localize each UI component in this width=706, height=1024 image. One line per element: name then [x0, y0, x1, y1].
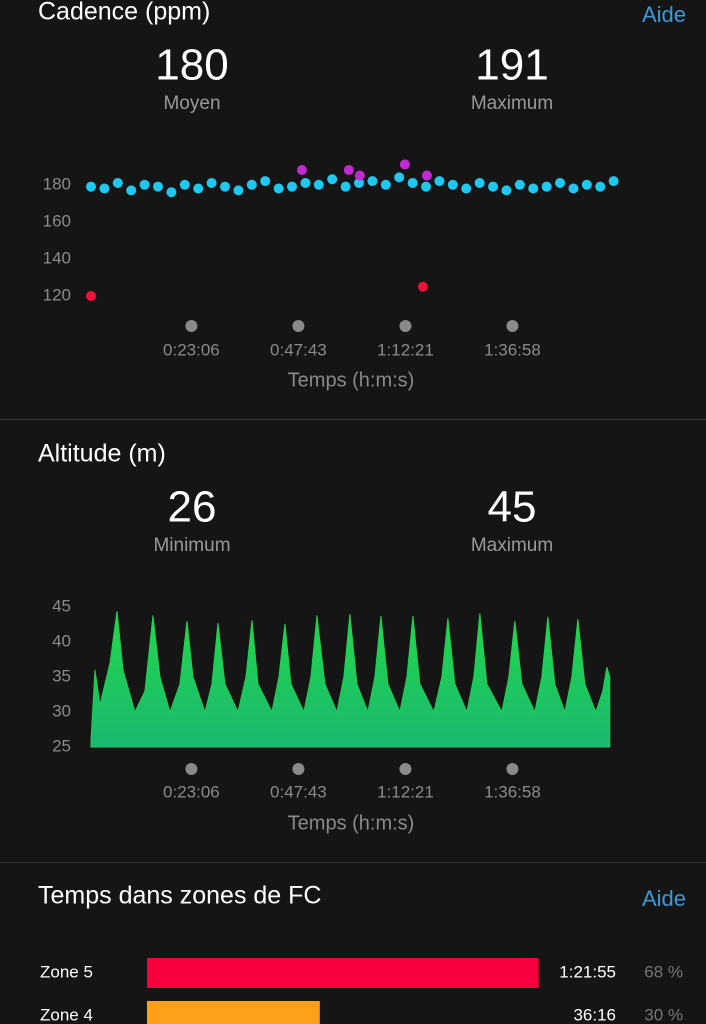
data-point — [399, 159, 410, 170]
x-tick-dot — [506, 320, 519, 332]
data-point — [166, 187, 177, 198]
stat-value: 26 — [168, 483, 217, 532]
data-point — [112, 177, 123, 188]
y-tick-label: 45 — [52, 596, 71, 615]
stat-label: Moyen — [163, 93, 220, 114]
data-point — [380, 179, 391, 190]
y-tick-label: 40 — [52, 631, 71, 650]
zone-label: Zone 4 — [40, 1005, 93, 1024]
zone-duration: 1:21:55 — [559, 962, 616, 981]
data-point — [488, 181, 499, 192]
stat-label: Maximum — [471, 535, 553, 556]
data-point — [260, 176, 271, 187]
data-point — [568, 183, 579, 194]
zone-duration: 36:16 — [573, 1005, 616, 1024]
data-point — [447, 179, 458, 190]
data-point — [501, 185, 512, 196]
y-tick-label: 180 — [43, 174, 71, 193]
zone-bar — [147, 1001, 320, 1024]
data-point — [581, 179, 592, 190]
data-point — [139, 179, 150, 190]
x-tick-label: 0:23:06 — [163, 782, 220, 801]
x-tick-dot — [399, 320, 412, 332]
data-point — [206, 177, 217, 188]
zone-percent: 68 % — [644, 962, 683, 981]
data-point — [126, 185, 137, 196]
data-point — [287, 181, 298, 192]
data-point — [595, 181, 606, 192]
panel-title: Cadence (ppm) — [38, 0, 210, 26]
stat-label: Maximum — [471, 93, 553, 114]
panel-title: Altitude (m) — [38, 440, 166, 468]
data-point — [340, 181, 351, 192]
data-point — [417, 281, 428, 292]
data-point — [541, 181, 552, 192]
data-point — [179, 179, 190, 190]
x-tick-dot — [399, 763, 412, 775]
help-link[interactable]: Aide — [642, 886, 686, 911]
x-axis-label: Temps (h:m:s) — [288, 369, 415, 391]
x-tick-label: 1:36:58 — [484, 340, 541, 359]
y-tick-label: 35 — [52, 666, 71, 685]
y-tick-label: 120 — [43, 286, 71, 305]
data-point — [461, 183, 472, 194]
data-point — [296, 164, 307, 175]
data-point — [86, 181, 96, 192]
data-point — [86, 291, 96, 302]
x-tick-label: 0:47:43 — [270, 782, 327, 801]
x-tick-dot — [185, 320, 198, 332]
data-point — [608, 176, 619, 187]
data-point — [246, 179, 257, 190]
x-tick-dot — [292, 763, 305, 775]
zone-label: Zone 5 — [40, 962, 93, 981]
data-point — [220, 181, 231, 192]
y-tick-label: 25 — [52, 736, 71, 755]
data-point — [528, 183, 539, 194]
data-point — [313, 179, 324, 190]
data-point — [367, 176, 378, 187]
x-tick-label: 0:23:06 — [163, 340, 220, 359]
data-point — [434, 176, 445, 187]
data-point — [300, 177, 311, 188]
stat-label: Minimum — [153, 535, 230, 556]
data-point — [354, 170, 365, 181]
x-tick-dot — [506, 763, 519, 775]
data-point — [474, 177, 485, 188]
help-link[interactable]: Aide — [642, 2, 686, 27]
stat-value: 180 — [155, 41, 228, 90]
data-point — [354, 177, 365, 188]
x-tick-dot — [292, 320, 305, 332]
y-tick-label: 140 — [43, 248, 71, 267]
data-point — [193, 183, 204, 194]
x-tick-label: 1:12:21 — [377, 782, 434, 801]
data-point — [421, 181, 432, 192]
x-tick-label: 1:36:58 — [484, 782, 541, 801]
data-point — [407, 177, 418, 188]
x-tick-label: 0:47:43 — [270, 340, 327, 359]
zone-percent: 30 % — [644, 1005, 683, 1024]
area — [90, 611, 611, 748]
data-point — [327, 174, 338, 185]
data-point — [514, 179, 525, 190]
data-point — [99, 183, 110, 194]
x-tick-label: 1:12:21 — [377, 340, 434, 359]
y-tick-label: 160 — [43, 211, 71, 230]
data-point — [343, 164, 354, 175]
data-point — [421, 170, 432, 181]
x-tick-dot — [185, 763, 198, 775]
panel-title: Temps dans zones de FC — [38, 882, 321, 910]
x-axis-label: Temps (h:m:s) — [288, 812, 415, 834]
data-point — [394, 172, 405, 183]
data-point — [555, 177, 566, 188]
zone-bar — [147, 958, 539, 988]
data-point — [153, 181, 164, 192]
y-tick-label: 30 — [52, 701, 71, 720]
data-point — [273, 183, 284, 194]
stat-value: 191 — [475, 41, 548, 90]
data-point — [233, 185, 244, 196]
stat-value: 45 — [488, 483, 537, 532]
